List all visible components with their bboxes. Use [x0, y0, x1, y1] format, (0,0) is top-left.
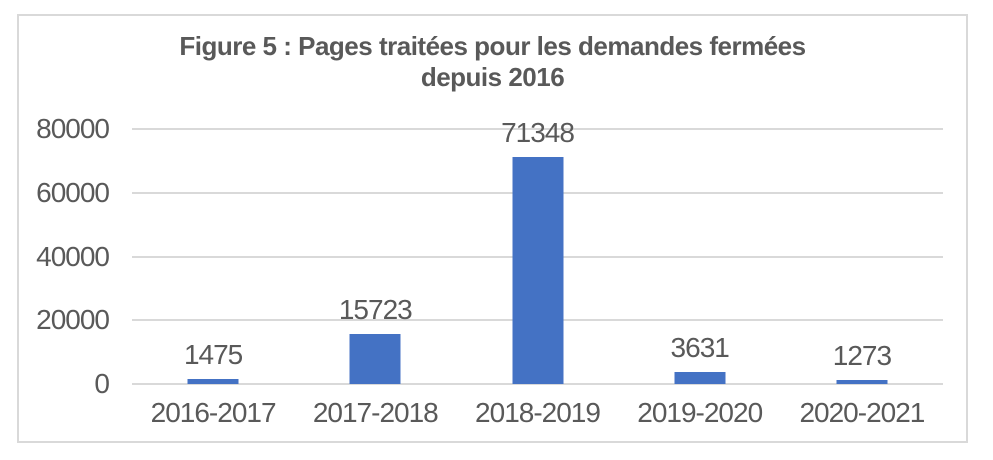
bar-value-label: 71348	[501, 116, 575, 148]
chart-frame: Figure 5 : Pages traitées pour les deman…	[17, 14, 968, 443]
bar-value-label: 1273	[832, 339, 892, 371]
bars: 1475 15723 71348 3631 1273	[132, 117, 943, 384]
y-tick-label: 0	[94, 368, 110, 399]
x-axis: 2016-2017 2017-2018 2018-2019 2019-2020 2020…	[132, 397, 943, 429]
bar	[512, 156, 563, 384]
x-tick-label: 2020-2021	[799, 397, 925, 428]
bar-value-label: 3631	[670, 332, 730, 364]
gridline	[132, 128, 943, 130]
bar	[836, 379, 888, 384]
bar-column: 3631	[619, 129, 781, 384]
gridline	[132, 383, 943, 385]
bar-value-label: 1475	[183, 339, 243, 371]
x-tick-label: 2019-2020	[637, 397, 763, 428]
chart-title-line1: Figure 5 : Pages traitées pour les deman…	[179, 31, 806, 61]
bar	[674, 372, 726, 384]
chart-title-line2: depuis 2016	[420, 62, 565, 92]
chart-title: Figure 5 : Pages traitées pour les deman…	[19, 31, 966, 93]
y-tick-label: 60000	[36, 176, 110, 208]
y-axis: 0 20000 40000 60000 80000	[19, 113, 110, 399]
x-tick-label: 2018-2019	[475, 397, 601, 428]
plot-area: 1475 15723 71348 3631 1273	[132, 117, 943, 385]
y-tick-label: 40000	[36, 240, 110, 272]
bar-column: 71348	[456, 117, 618, 384]
bar-column: 15723	[294, 129, 456, 384]
x-tick-label: 2017-2018	[312, 397, 439, 428]
bar-value-label: 15723	[338, 293, 413, 325]
y-tick-label: 80000	[36, 113, 110, 144]
bar	[349, 333, 401, 384]
bar-column: 1475	[132, 129, 294, 384]
bar	[187, 379, 239, 384]
bar-column: 1273	[781, 129, 943, 384]
x-tick-label: 2016-2017	[150, 397, 277, 428]
y-tick-label: 20000	[36, 304, 110, 336]
